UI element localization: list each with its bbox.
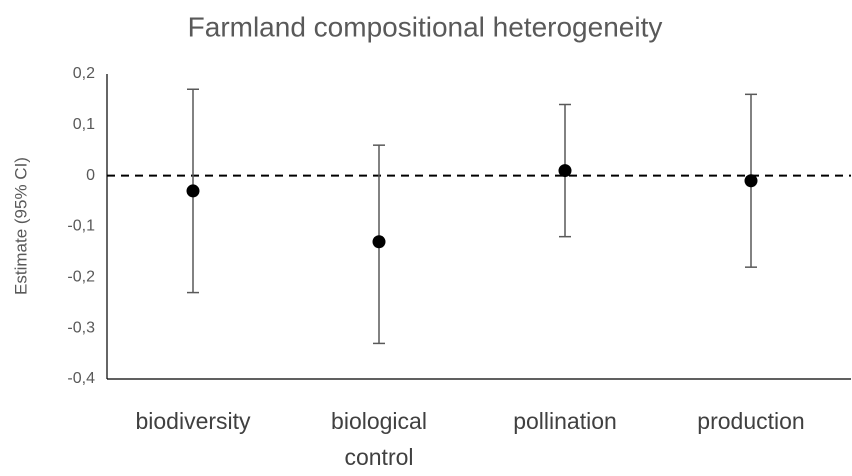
chart-title: Farmland compositional heterogeneity <box>188 11 663 42</box>
y-tick-label: 0,2 <box>73 65 95 82</box>
y-tick-label: -0,3 <box>67 319 95 336</box>
y-tick-label: 0,1 <box>73 116 95 133</box>
y-tick-label: -0,1 <box>67 218 95 235</box>
x-tick-label: pollination <box>513 408 617 434</box>
x-tick-label: biodiversity <box>135 408 251 434</box>
point <box>186 184 200 198</box>
y-tick-label: -0,2 <box>67 269 95 286</box>
point <box>372 235 386 249</box>
y-axis-label: Estimate (95% CI) <box>11 157 30 295</box>
point <box>744 174 758 188</box>
point <box>558 164 572 178</box>
y-tick-label: 0 <box>86 167 95 184</box>
y-tick-label: -0,4 <box>67 370 95 387</box>
x-tick-label: production <box>697 408 805 434</box>
x-tick-label: biological control <box>331 408 427 470</box>
